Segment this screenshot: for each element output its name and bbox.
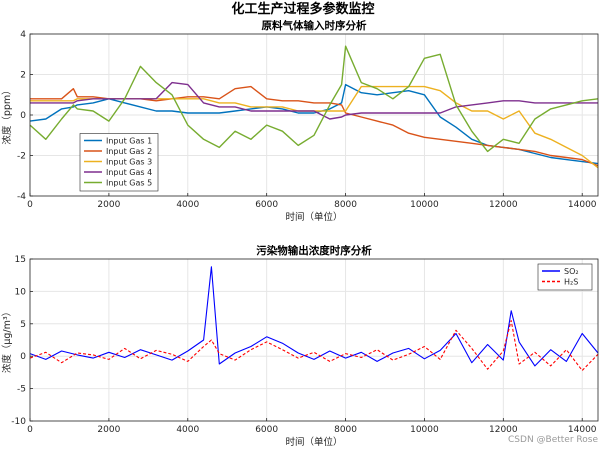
x-tick-label: 10000 — [410, 200, 439, 210]
legend-label-1: SO₂ — [564, 267, 579, 276]
y-tick-label: 0 — [20, 352, 26, 362]
x-tick-label: 8000 — [334, 425, 357, 435]
x-axis-label: 时间（单位） — [285, 211, 342, 223]
x-tick-label: 2000 — [97, 425, 120, 435]
y-tick-label: 5 — [20, 320, 26, 330]
pollutant-panel: 污染物输出浓度时序分析 0 2000 4000 6000 8000 10000 12000 14… — [1, 244, 599, 448]
x-tick-label: 12000 — [489, 200, 518, 210]
legend-label-1: Input Gas 1 — [106, 137, 152, 146]
x-tick-label: 4000 — [176, 425, 199, 435]
y-tick-label: -4 — [17, 192, 26, 202]
legend-label-2: Input Gas 2 — [106, 147, 152, 156]
series-line-5 — [29, 45, 599, 153]
y-tick-label: 2 — [20, 71, 26, 81]
y-tick-label: 4 — [20, 30, 26, 40]
y-axis-label: 浓度（ppm） — [1, 85, 13, 144]
y-tick-label: -5 — [17, 385, 26, 395]
legend-label-5: Input Gas 5 — [106, 179, 152, 188]
y-tick-label: -10 — [11, 417, 26, 427]
x-tick-label: 2000 — [97, 200, 120, 210]
y-tick-label: 10 — [15, 287, 27, 297]
x-tick-label: 6000 — [255, 200, 278, 210]
chart-title: 污染物输出浓度时序分析 — [256, 244, 372, 257]
figure-title: 化工生产过程多参数监控 — [231, 1, 374, 17]
x-tick-label: 12000 — [489, 425, 518, 435]
legend: SO₂ H₂S — [537, 263, 593, 291]
x-tick-label: 8000 — [334, 200, 357, 210]
legend-box — [79, 133, 159, 192]
y-axis-label: 浓度（μg/m³） — [1, 307, 13, 373]
series-line-1 — [29, 266, 599, 367]
legend-box — [537, 263, 593, 291]
chart-title: 原料气体输入时序分析 — [262, 19, 367, 32]
legend-label-2: H₂S — [564, 278, 578, 287]
y-tick-label: -2 — [17, 152, 26, 162]
input-gas-panel: 原料气体输入时序分析 0 2000 4000 6000 8000 10000 12000 140… — [1, 19, 599, 223]
x-tick-label: 14000 — [568, 425, 597, 435]
x-tick-label: 0 — [27, 200, 33, 210]
legend-label-4: Input Gas 4 — [106, 168, 152, 177]
series-line-4 — [30, 81, 598, 120]
x-tick-label: 14000 — [568, 200, 597, 210]
watermark: CSDN @Better Rose — [508, 435, 598, 445]
x-tick-label: 4000 — [176, 200, 199, 210]
x-tick-label: 6000 — [255, 425, 278, 435]
x-axis-label: 时间（单位） — [285, 436, 342, 448]
legend-label-3: Input Gas 3 — [106, 158, 152, 167]
y-tick-label: 15 — [15, 255, 26, 265]
y-tick-label: 0 — [20, 111, 26, 121]
series-line-2 — [29, 320, 599, 372]
axes-frame — [29, 258, 599, 422]
x-tick-label: 10000 — [410, 425, 439, 435]
x-tick-label: 0 — [27, 425, 33, 435]
